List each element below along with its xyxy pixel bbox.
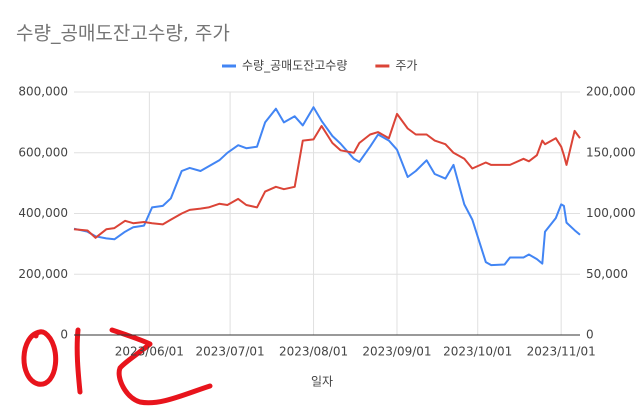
legend: 수량_공매도잔고수량 주가 bbox=[222, 59, 417, 73]
y2-tick-label: 50,000 bbox=[586, 267, 628, 281]
y-tick-label: 400,000 bbox=[18, 206, 68, 220]
scribble bbox=[109, 327, 213, 406]
y2-tick-label: 150,000 bbox=[586, 145, 636, 159]
x-tick-label: 2023/10/01 bbox=[443, 345, 512, 359]
chart-title: 수량_공매도잔고수량, 주가 bbox=[16, 23, 230, 45]
scribble bbox=[21, 329, 59, 387]
series-line bbox=[73, 112, 581, 239]
legend-label: 주가 bbox=[395, 59, 417, 73]
x-axis-label: 일자 bbox=[311, 375, 333, 389]
y2-tick-label: 100,000 bbox=[586, 206, 636, 220]
y2-tick-label: 200,000 bbox=[586, 85, 636, 99]
y2-tick-label: 0 bbox=[586, 328, 594, 342]
x-tick-label: 2023/11/01 bbox=[527, 345, 596, 359]
legend-label: 수량_공매도잔고수량 bbox=[242, 59, 347, 73]
y-tick-label: 0 bbox=[60, 328, 68, 342]
y-tick-label: 600,000 bbox=[18, 145, 68, 159]
x-tick-label: 2023/08/01 bbox=[279, 345, 348, 359]
x-tick-label: 2023/09/01 bbox=[362, 345, 431, 359]
y-tick-label: 800,000 bbox=[18, 85, 68, 99]
y-tick-label: 200,000 bbox=[18, 267, 68, 281]
x-tick-label: 2023/07/01 bbox=[196, 345, 265, 359]
scribble bbox=[74, 327, 83, 395]
x-tick-label: 2023/06/01 bbox=[115, 345, 184, 359]
